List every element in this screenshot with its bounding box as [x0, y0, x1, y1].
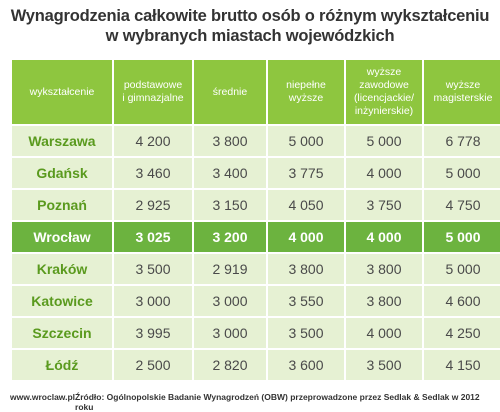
- salary-value-cell: 3 775: [268, 158, 344, 188]
- city-cell: Łódź: [12, 350, 112, 380]
- salary-value-cell: 5 000: [424, 222, 500, 252]
- source-note: Źródło: Ogólnopolskie Badanie Wynagrodze…: [75, 392, 480, 412]
- column-header: podstawowe i gimnazjalne: [114, 60, 192, 124]
- table-body: Warszawa 4 200 3 800 5 000 5 000 6 778 Gdańsk 3…: [12, 126, 500, 380]
- column-header: wyższe magisterskie: [424, 60, 500, 124]
- salary-value-cell: 3 995: [114, 318, 192, 348]
- table-row: Katowice 3 000 3 000 3 550 3 800 4 600: [12, 286, 500, 316]
- salary-value-cell: 4 000: [346, 318, 422, 348]
- salary-value-cell: 6 778: [424, 126, 500, 156]
- table-row: Poznań 2 925 3 150 4 050 3 750 4 750: [12, 190, 500, 220]
- table-row: Łódź 2 500 2 820 3 600 3 500 4 150: [12, 350, 500, 380]
- salary-value-cell: 5 000: [424, 158, 500, 188]
- salary-value-cell: 3 400: [194, 158, 266, 188]
- header-row: wykształcenie podstawowe i gimnazjalne śr…: [12, 60, 500, 124]
- salary-value-cell: 3 500: [114, 254, 192, 284]
- salary-value-cell: 2 919: [194, 254, 266, 284]
- chart-title: Wynagrodzenia całkowite brutto osób o ró…: [0, 6, 500, 46]
- column-header: wykształcenie: [12, 60, 112, 124]
- column-header: niepełne wyższe: [268, 60, 344, 124]
- table-row: Kraków 3 500 2 919 3 800 3 800 5 000: [12, 254, 500, 284]
- salary-value-cell: 5 000: [346, 126, 422, 156]
- salary-value-cell: 3 600: [268, 350, 344, 380]
- city-cell: Warszawa: [12, 126, 112, 156]
- salary-value-cell: 3 000: [114, 286, 192, 316]
- salary-value-cell: 3 800: [268, 254, 344, 284]
- column-header: średnie: [194, 60, 266, 124]
- salary-value-cell: 4 000: [346, 222, 422, 252]
- salary-value-cell: 4 600: [424, 286, 500, 316]
- table-row: Wrocław 3 025 3 200 4 000 4 000 5 000: [12, 222, 500, 252]
- salary-table: wykształcenie podstawowe i gimnazjalne śr…: [10, 58, 500, 382]
- city-cell: Szczecin: [12, 318, 112, 348]
- salary-value-cell: 3 500: [268, 318, 344, 348]
- table-row: Gdańsk 3 460 3 400 3 775 4 000 5 000: [12, 158, 500, 188]
- salary-value-cell: 3 800: [194, 126, 266, 156]
- salary-value-cell: 3 800: [346, 254, 422, 284]
- salary-value-cell: 5 000: [268, 126, 344, 156]
- city-cell: Gdańsk: [12, 158, 112, 188]
- salary-value-cell: 3 500: [346, 350, 422, 380]
- title-line-1: Wynagrodzenia całkowite brutto osób o ró…: [10, 7, 490, 25]
- city-cell: Katowice: [12, 286, 112, 316]
- salary-value-cell: 3 200: [194, 222, 266, 252]
- salary-value-cell: 3 150: [194, 190, 266, 220]
- salary-value-cell: 3 800: [346, 286, 422, 316]
- footer: www.wroclaw.pl Źródło: Ogólnopolskie Bad…: [10, 392, 490, 412]
- salary-value-cell: 4 150: [424, 350, 500, 380]
- salary-value-cell: 2 925: [114, 190, 192, 220]
- salary-value-cell: 3 460: [114, 158, 192, 188]
- table-row: Warszawa 4 200 3 800 5 000 5 000 6 778: [12, 126, 500, 156]
- salary-value-cell: 3 550: [268, 286, 344, 316]
- salary-value-cell: 5 000: [424, 254, 500, 284]
- salary-value-cell: 4 000: [346, 158, 422, 188]
- salary-value-cell: 4 050: [268, 190, 344, 220]
- city-cell: Wrocław: [12, 222, 112, 252]
- salary-value-cell: 4 250: [424, 318, 500, 348]
- salary-value-cell: 4 200: [114, 126, 192, 156]
- table-row: Szczecin 3 995 3 000 3 500 4 000 4 250: [12, 318, 500, 348]
- salary-value-cell: 3 000: [194, 318, 266, 348]
- city-cell: Poznań: [12, 190, 112, 220]
- salary-value-cell: 3 025: [114, 222, 192, 252]
- column-header: wyższe zawodowe (licencjackie/inżynierskie…: [346, 60, 422, 124]
- salary-value-cell: 4 750: [424, 190, 500, 220]
- salary-value-cell: 3 750: [346, 190, 422, 220]
- salary-value-cell: 2 500: [114, 350, 192, 380]
- salary-value-cell: 3 000: [194, 286, 266, 316]
- title-line-2: w wybranych miastach wojewódzkich: [105, 27, 395, 45]
- salary-value-cell: 2 820: [194, 350, 266, 380]
- salary-value-cell: 4 000: [268, 222, 344, 252]
- salary-table-container: wykształcenie podstawowe i gimnazjalne śr…: [10, 58, 500, 380]
- city-cell: Kraków: [12, 254, 112, 284]
- website-link[interactable]: www.wroclaw.pl: [10, 392, 76, 402]
